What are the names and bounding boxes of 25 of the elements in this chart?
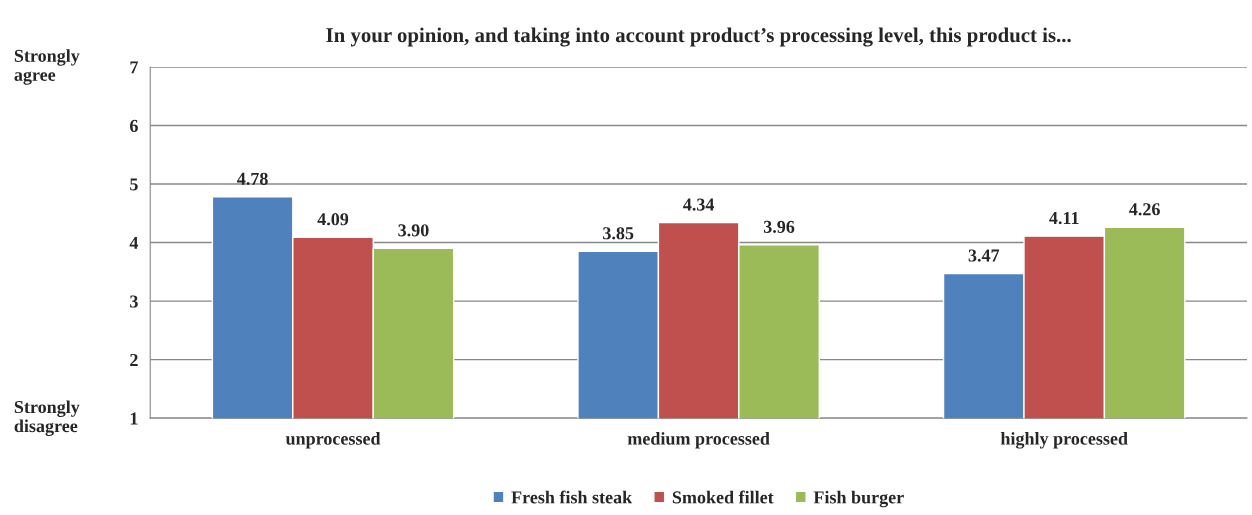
y-tick-label: 4	[129, 236, 139, 249]
y-tick-label: 2	[130, 353, 138, 366]
text: Strongly agree	[14, 49, 80, 85]
legend-label: Fish burger	[813, 490, 904, 508]
data-label: 3.96	[763, 220, 795, 233]
y-tick-label: 6	[130, 119, 138, 132]
data-label: 3.47	[968, 249, 1000, 262]
data-label: 4.09	[317, 213, 349, 226]
text: Strongly disagree	[14, 400, 80, 436]
legend-label: Smoked fillet	[672, 490, 774, 504]
y-tick-label: 3	[130, 295, 138, 308]
y-tick-label: 5	[130, 178, 138, 191]
legend-label: Fresh fish steak	[511, 490, 633, 504]
chart-title: In your opinion, and taking into account product’s processing level, this product is...	[326, 27, 1071, 47]
x-tick-label: unprocessed	[285, 432, 381, 449]
data-label: 3.90	[398, 224, 429, 237]
data-label: 3.85	[603, 227, 634, 240]
data-label: 4.26	[1129, 203, 1160, 216]
y-tick-label: 1	[130, 412, 138, 425]
y-tick-label: 7	[130, 61, 138, 74]
data-label: 4.11	[1049, 212, 1079, 225]
x-tick-label: highly processed	[1000, 432, 1128, 449]
data-label: 4.34	[683, 198, 715, 211]
data-label: 4.78	[237, 172, 268, 185]
x-tick-label: medium processed	[627, 432, 770, 449]
